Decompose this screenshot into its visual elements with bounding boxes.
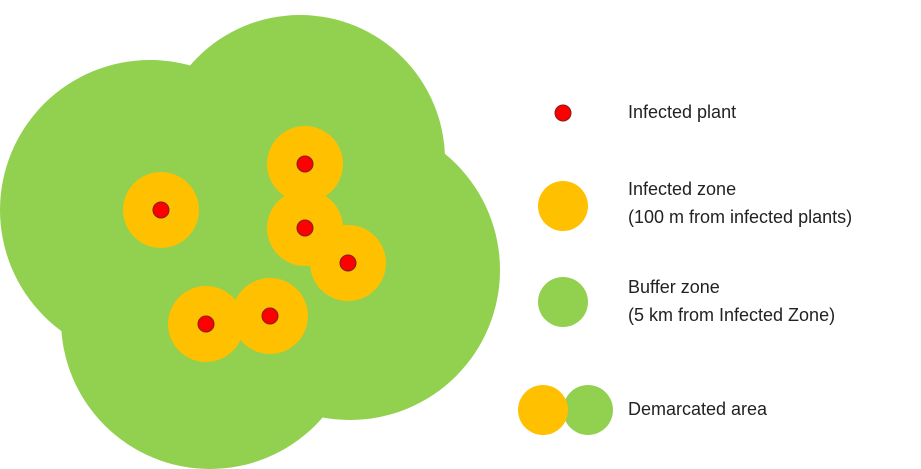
legend: Infected plant Infected zone (100 m from… (518, 102, 852, 435)
legend-icon (554, 104, 572, 122)
legend-label: Infected plant (628, 102, 736, 122)
infected-plant (296, 155, 314, 173)
infected-plant (261, 307, 279, 325)
legend-label: Infected zone (628, 179, 736, 199)
infected-plant (296, 219, 314, 237)
legend-note: (100 m from infected plants) (628, 207, 852, 227)
legend-label: Buffer zone (628, 277, 720, 297)
legend-icon (563, 385, 613, 435)
infected-plants (152, 155, 357, 333)
infected-plant (152, 201, 170, 219)
buffer-zone-area (0, 15, 500, 469)
infected-plant (339, 254, 357, 272)
legend-note: (5 km from Infected Zone) (628, 305, 835, 325)
legend-icon (518, 385, 568, 435)
infected-plant (197, 315, 215, 333)
legend-icon (538, 181, 588, 231)
legend-icon (538, 277, 588, 327)
legend-label: Demarcated area (628, 399, 768, 419)
